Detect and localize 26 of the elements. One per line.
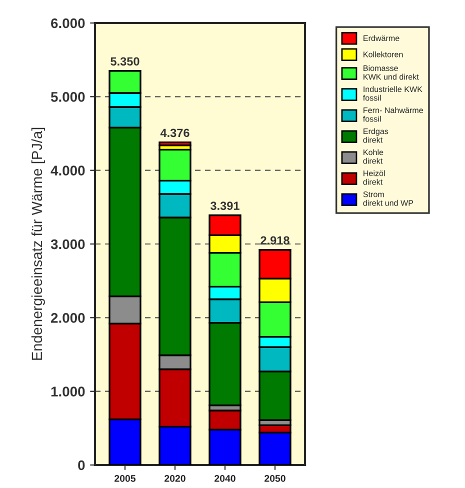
y-tick-label: 2.000 — [51, 313, 85, 323]
y-tick-label: 4.000 — [50, 166, 85, 176]
total-label: 2.918 — [260, 236, 290, 245]
bar — [158, 142, 192, 146]
y-tick-label: 1.000 — [51, 386, 85, 397]
legend-label: Heizöl direkt — [363, 170, 385, 185]
y-tick-label: 5.000 — [50, 92, 85, 102]
legend-label: Industrielle KWK fossil — [363, 86, 422, 101]
x-tick-label: 2050 — [264, 474, 286, 482]
x-tick-label: 2020 — [164, 474, 186, 482]
legend-label: Kollektoren — [364, 51, 403, 58]
legend-label: Fern- Nahwärme fossil — [363, 107, 423, 122]
total-label: 4.376 — [160, 128, 190, 138]
legend-label: Strom direkt und WP — [363, 191, 414, 206]
legend-label: Kohle direkt — [363, 149, 384, 164]
y-axis-title: Endenergieeinsatz für Wärme [PJ/a] — [31, 128, 45, 360]
legend-label: Erdwärme — [364, 35, 400, 42]
total-label: 3.391 — [210, 202, 240, 210]
x-tick-label: 2005 — [114, 474, 136, 482]
y-tick-label: 3.000 — [50, 239, 85, 250]
y-tick-label: 6.000 — [51, 18, 85, 28]
legend-label: Erdgas direkt — [363, 128, 388, 143]
legend-label: Biomasse KWK und direkt — [364, 65, 419, 80]
x-tick-label: 2040 — [214, 474, 236, 482]
y-tick-label: 0 — [78, 460, 85, 470]
total-label: 5.350 — [110, 57, 140, 66]
